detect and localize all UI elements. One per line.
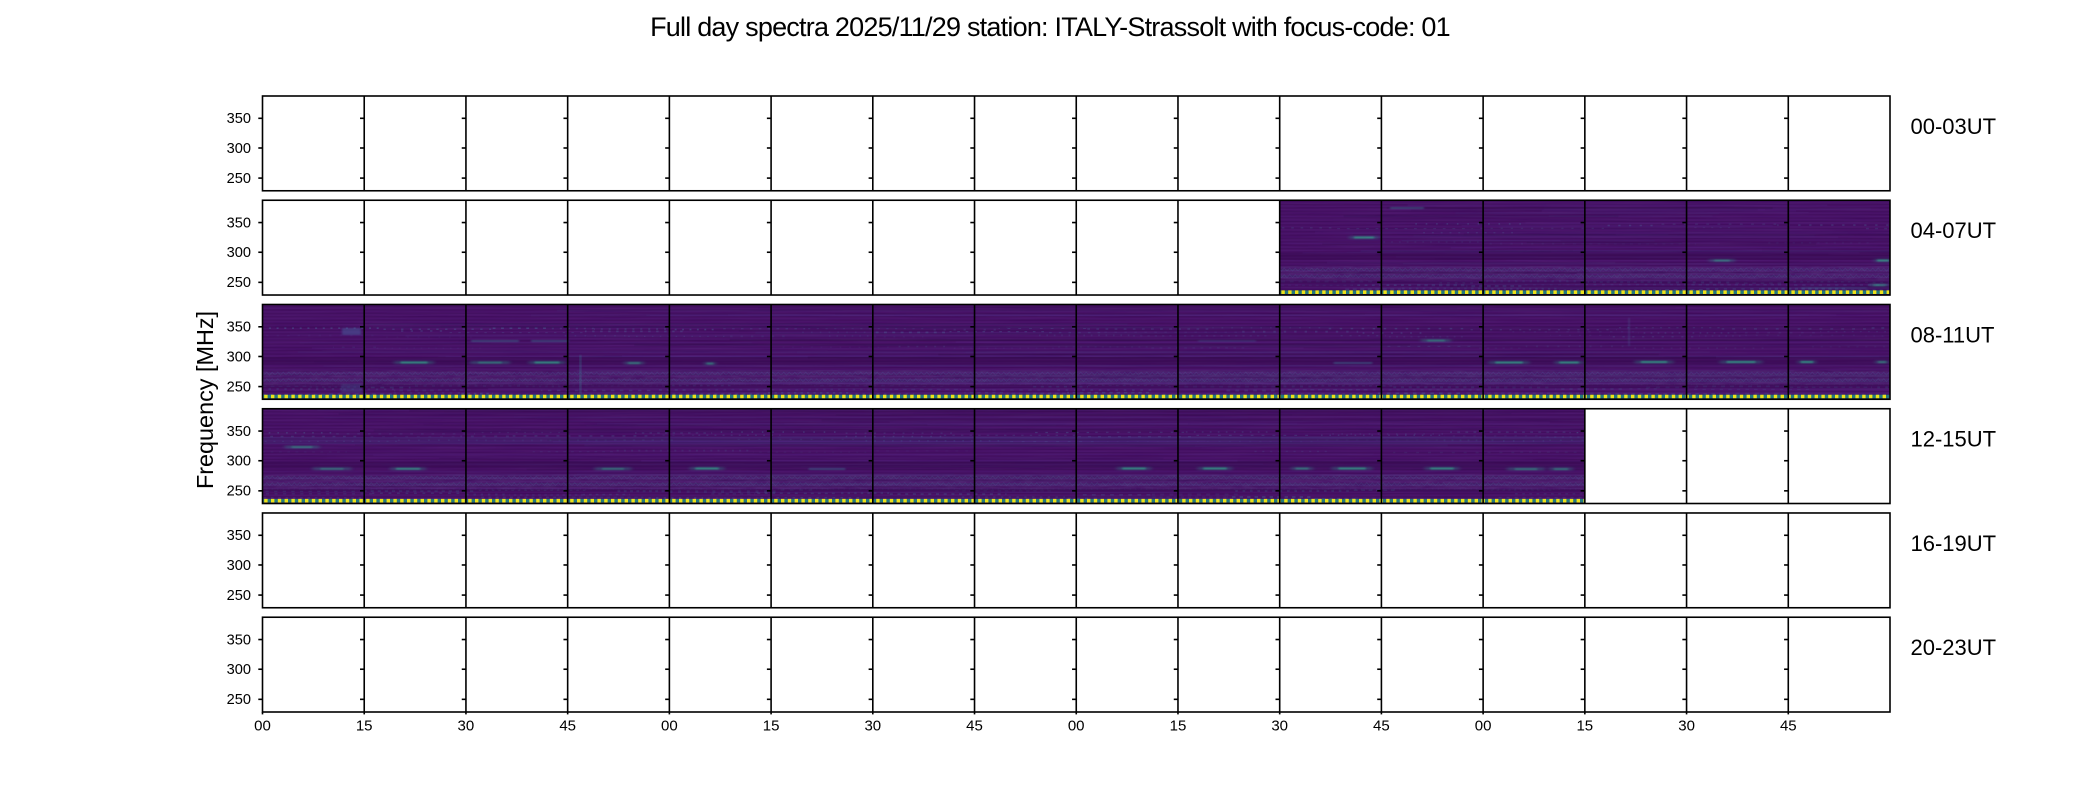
svg-text:45: 45 <box>1780 718 1797 735</box>
svg-text:350: 350 <box>227 215 251 231</box>
svg-text:12-15UT: 12-15UT <box>1911 427 1997 452</box>
svg-text:15: 15 <box>763 718 780 735</box>
svg-text:30: 30 <box>1678 718 1695 735</box>
svg-text:16-19UT: 16-19UT <box>1911 531 1997 556</box>
svg-text:350: 350 <box>227 632 251 648</box>
svg-text:300: 300 <box>227 141 251 157</box>
svg-text:45: 45 <box>1373 718 1390 735</box>
svg-text:15: 15 <box>1576 718 1593 735</box>
svg-text:350: 350 <box>227 424 251 440</box>
svg-text:Full day spectra 2025/11/29 st: Full day spectra 2025/11/29 station: ITA… <box>650 12 1450 42</box>
svg-text:15: 15 <box>1170 718 1187 735</box>
svg-text:00: 00 <box>1068 718 1085 735</box>
svg-text:15: 15 <box>356 718 373 735</box>
svg-text:250: 250 <box>227 692 251 708</box>
svg-text:30: 30 <box>1271 718 1288 735</box>
svg-text:04-07UT: 04-07UT <box>1911 218 1997 243</box>
svg-text:350: 350 <box>227 111 251 127</box>
svg-text:20-23UT: 20-23UT <box>1911 635 1997 660</box>
svg-text:250: 250 <box>227 380 251 396</box>
svg-text:00: 00 <box>254 718 271 735</box>
svg-text:00-03UT: 00-03UT <box>1911 114 1997 139</box>
svg-text:300: 300 <box>227 558 251 574</box>
svg-text:Frequency [MHz]: Frequency [MHz] <box>192 311 218 489</box>
svg-text:250: 250 <box>227 588 251 604</box>
svg-text:250: 250 <box>227 171 251 187</box>
svg-text:00: 00 <box>661 718 678 735</box>
svg-text:300: 300 <box>227 454 251 470</box>
svg-text:00: 00 <box>1475 718 1492 735</box>
svg-text:300: 300 <box>227 662 251 678</box>
svg-text:30: 30 <box>864 718 881 735</box>
svg-text:250: 250 <box>227 275 251 291</box>
svg-text:45: 45 <box>966 718 983 735</box>
svg-text:350: 350 <box>227 528 251 544</box>
svg-text:300: 300 <box>227 245 251 261</box>
svg-text:08-11UT: 08-11UT <box>1911 323 1995 348</box>
svg-text:250: 250 <box>227 484 251 500</box>
svg-text:30: 30 <box>458 718 475 735</box>
svg-text:350: 350 <box>227 320 251 336</box>
svg-text:300: 300 <box>227 349 251 365</box>
svg-text:45: 45 <box>559 718 576 735</box>
